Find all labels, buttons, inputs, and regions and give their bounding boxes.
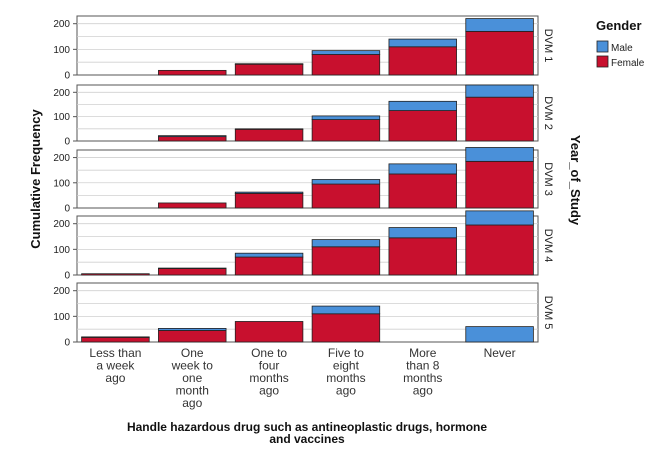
y-tick-label: 0 [64,271,70,282]
y-tick-label: 0 [64,204,70,215]
y-tick-label: 100 [53,312,70,323]
bar-male [312,180,380,185]
bar-male [389,101,457,110]
legend-label-male: Male [611,43,633,54]
y-tick-label: 200 [53,219,70,230]
bar-female [158,203,226,208]
facet-label: DVM 3 [542,162,554,196]
bar-female [466,31,534,75]
bar-female [312,247,380,275]
y-tick-label: 200 [53,153,70,164]
facet-title: Year_of_Study [568,135,583,226]
bar-female [235,193,303,208]
bar-male [312,116,380,120]
bar-male [158,136,226,137]
x-tick-label: ago [336,384,356,398]
bar-female [312,120,380,141]
facet-label: DVM 4 [542,229,554,263]
bar-female [158,70,226,75]
legend-swatch-female [597,56,608,67]
x-axis-title: and vaccines [269,432,345,446]
legend-title: Gender [596,18,642,33]
facet-label: DVM 1 [542,29,554,63]
x-tick-label: Never [484,346,516,360]
bar-female [235,321,303,342]
bar-female [389,111,457,141]
bar-male [466,211,534,225]
bar-female [82,337,150,342]
bar-male [466,147,534,161]
bar-male [389,164,457,174]
bar-male [235,64,303,65]
bar-male [466,85,534,97]
y-tick-label: 200 [53,19,70,30]
bar-male [466,19,534,32]
bar-male [235,253,303,257]
bar-female [235,257,303,275]
x-tick-label: ago [182,396,202,410]
bar-male [235,192,303,193]
y-tick-label: 100 [53,112,70,123]
facet-label: DVM 5 [542,296,554,330]
legend-label-female: Female [611,58,645,69]
bar-female [389,238,457,275]
bar-female [82,274,150,275]
y-tick-label: 200 [53,88,70,99]
bar-female [158,330,226,342]
bar-female [389,47,457,75]
x-tick-label: ago [105,371,125,385]
y-axis-title: Cumulative Frequency [28,109,43,249]
bar-male [158,268,226,269]
y-tick-label: 200 [53,286,70,297]
bar-male [312,306,380,314]
bar-female [235,129,303,141]
bar-female [389,174,457,208]
bar-female [466,225,534,275]
bar-male [466,327,534,342]
bar-male [82,337,150,338]
bar-female [466,161,534,208]
facet-label: DVM 2 [542,96,554,130]
bar-male [389,39,457,47]
bar-female [158,269,226,275]
bar-female [158,137,226,141]
y-tick-label: 0 [64,338,70,349]
y-tick-label: 100 [53,45,70,56]
bar-male [312,240,380,247]
bar-female [235,64,303,75]
bar-female [312,54,380,75]
y-tick-label: 0 [64,137,70,148]
legend-swatch-male [597,41,608,52]
bar-female [312,314,380,342]
x-tick-label: ago [413,384,433,398]
bar-male [158,328,226,330]
bar-female [312,184,380,208]
bar-female [466,97,534,141]
x-tick-label: ago [259,384,279,398]
y-tick-label: 0 [64,71,70,82]
bar-male [389,228,457,238]
y-tick-label: 100 [53,245,70,256]
y-tick-label: 100 [53,178,70,189]
bar-male [312,51,380,55]
